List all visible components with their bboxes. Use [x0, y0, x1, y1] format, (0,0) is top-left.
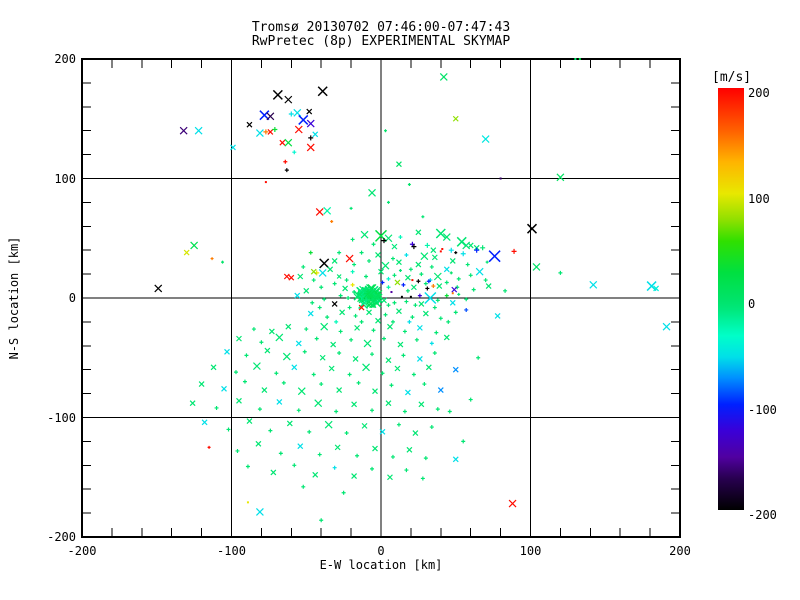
x-tick-label: 200 — [669, 544, 691, 558]
colorbar-tick-label: 0 — [748, 297, 756, 311]
y-tick-label: -200 — [47, 530, 76, 544]
y-tick-label: -100 — [47, 410, 76, 425]
x-tick-label: -100 — [217, 544, 246, 558]
chart-subtitle: RwPretec (8p) EXPERIMENTAL SKYMAP — [251, 34, 511, 49]
colorbar-unit-label: [m/s] — [712, 70, 752, 85]
chart-title: Tromsø 20130702 07:46:00-07:47:43 — [251, 20, 511, 35]
y-axis-label: N-S location [km] — [7, 236, 21, 360]
colorbar-tick-label: -100 — [748, 402, 777, 417]
colorbar-tick-label: -200 — [748, 508, 777, 522]
x-axis-label: E-W location [km] — [319, 558, 443, 572]
colorbar-tick-label: 100 — [748, 191, 770, 206]
x-tick-label: 100 — [519, 544, 542, 558]
colorbar — [718, 88, 744, 510]
colorbar-tick-label: 200 — [748, 86, 770, 100]
x-tick-label: 0 — [377, 544, 385, 558]
y-tick-label: 0 — [68, 291, 76, 305]
x-tick-label: -200 — [67, 544, 97, 558]
y-tick-label: 200 — [54, 52, 76, 66]
y-tick-label: 100 — [54, 171, 76, 186]
